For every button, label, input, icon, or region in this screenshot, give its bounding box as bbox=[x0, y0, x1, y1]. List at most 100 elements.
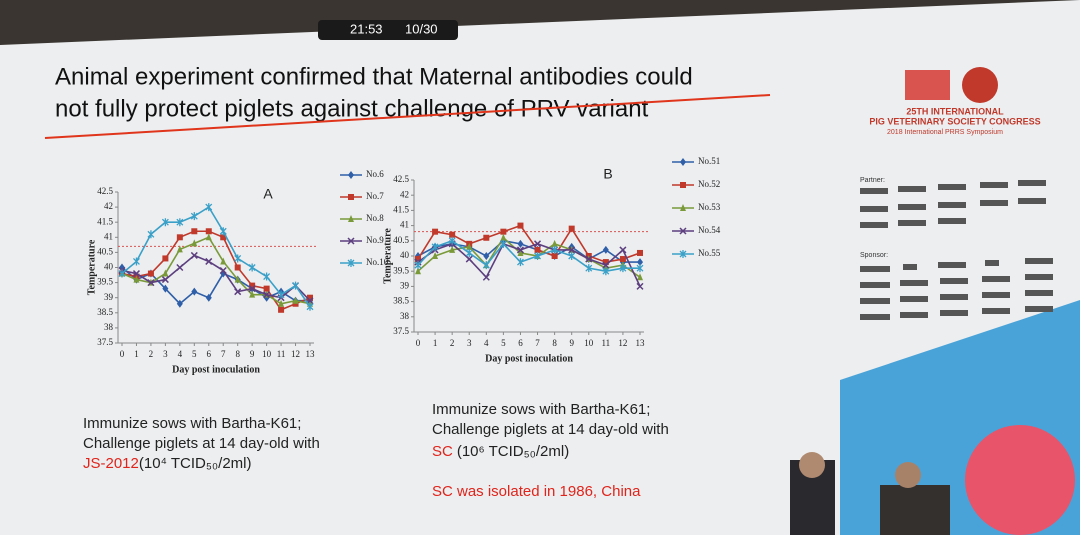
partner-label: Partner: bbox=[860, 177, 885, 184]
person bbox=[799, 452, 825, 478]
legend-marker bbox=[347, 259, 355, 267]
caption: JS-2012(10⁴ TCID₅₀/2ml) bbox=[83, 455, 252, 472]
x-tick-label: 13 bbox=[306, 349, 316, 359]
marker bbox=[415, 256, 421, 263]
marker bbox=[637, 273, 643, 281]
marker bbox=[234, 288, 242, 296]
x-tick-label: 5 bbox=[192, 349, 197, 359]
marker bbox=[534, 240, 542, 248]
marker bbox=[636, 282, 644, 290]
y-axis-label: Temperature bbox=[86, 239, 97, 295]
caption: Challenge piglets at 14 day-old with bbox=[432, 421, 669, 438]
marker bbox=[534, 246, 541, 253]
legend-label: No.51 bbox=[698, 156, 720, 166]
x-tick-label: 12 bbox=[291, 349, 300, 359]
marker bbox=[534, 252, 541, 260]
legend-marker bbox=[679, 250, 687, 258]
y-tick-label: 38.5 bbox=[393, 296, 409, 306]
y-axis-label: Temperature bbox=[382, 228, 393, 284]
y-tick-label: 39 bbox=[400, 280, 410, 290]
marker bbox=[292, 300, 299, 307]
x-tick-label: 10 bbox=[584, 338, 594, 348]
y-tick-label: 37.5 bbox=[97, 337, 113, 347]
legend-label: No.55 bbox=[698, 248, 721, 258]
marker bbox=[432, 252, 439, 259]
marker bbox=[500, 233, 507, 241]
x-tick-label: 8 bbox=[235, 349, 240, 359]
marker bbox=[205, 203, 213, 212]
marker bbox=[176, 245, 183, 253]
marker bbox=[568, 225, 575, 232]
x-tick-label: 3 bbox=[467, 338, 472, 348]
marker bbox=[517, 222, 524, 229]
y-tick-label: 38 bbox=[400, 311, 410, 321]
x-tick-label: 2 bbox=[149, 349, 154, 359]
slide-title: Animal experiment confirmed that Materna… bbox=[55, 63, 693, 90]
y-tick-label: 42 bbox=[400, 189, 409, 199]
marker bbox=[602, 267, 610, 276]
marker bbox=[619, 264, 627, 273]
marker bbox=[465, 255, 473, 263]
legend-marker bbox=[679, 227, 687, 235]
strain: JS-2012 bbox=[83, 455, 139, 472]
marker bbox=[619, 256, 626, 263]
y-tick-label: 41 bbox=[104, 231, 113, 241]
legend-label: No.8 bbox=[366, 213, 384, 223]
dose: (10⁶ TCID₅₀/2ml) bbox=[457, 443, 569, 460]
x-tick-label: 6 bbox=[518, 338, 523, 348]
marker bbox=[205, 257, 213, 265]
marker bbox=[551, 245, 559, 254]
marker bbox=[306, 302, 314, 311]
marker bbox=[162, 284, 169, 293]
marker bbox=[483, 234, 490, 241]
legend-label: No.7 bbox=[366, 191, 384, 201]
marker bbox=[191, 239, 198, 247]
marker bbox=[278, 299, 285, 307]
dose: (10⁴ TCID₅₀/2ml) bbox=[139, 455, 252, 472]
x-tick-label: 7 bbox=[221, 349, 226, 359]
marker bbox=[517, 239, 524, 248]
marker bbox=[234, 254, 242, 263]
y-tick-label: 42.5 bbox=[97, 186, 113, 196]
congress: PIG VETERINARY SOCIETY CONGRESS bbox=[869, 116, 1040, 126]
marker bbox=[278, 306, 285, 313]
marker bbox=[176, 234, 183, 241]
symposium: 2018 International PRRS Symposium bbox=[887, 129, 1003, 136]
marker bbox=[277, 290, 285, 299]
marker bbox=[162, 255, 169, 262]
marker bbox=[585, 255, 593, 263]
marker bbox=[205, 233, 212, 241]
slide-title: not fully protect piglets against challe… bbox=[55, 95, 649, 122]
x-tick-label: 8 bbox=[552, 338, 557, 348]
sidebar-circle bbox=[965, 425, 1075, 535]
marker bbox=[551, 253, 558, 259]
marker bbox=[176, 263, 184, 272]
marker bbox=[602, 259, 609, 266]
legend-label: No.54 bbox=[698, 225, 721, 235]
y-tick-label: 41.5 bbox=[393, 204, 409, 214]
x-tick-label: 6 bbox=[207, 349, 212, 359]
marker bbox=[147, 230, 155, 239]
y-tick-label: 39.5 bbox=[393, 265, 409, 275]
marker bbox=[248, 285, 256, 293]
marker bbox=[249, 290, 256, 298]
x-tick-label: 2 bbox=[450, 338, 455, 348]
y-tick-label: 42 bbox=[104, 201, 113, 211]
y-tick-label: 39 bbox=[104, 292, 114, 302]
x-tick-label: 1 bbox=[134, 349, 139, 359]
series bbox=[118, 203, 314, 311]
x-tick-label: 11 bbox=[277, 349, 286, 359]
marker bbox=[219, 266, 227, 275]
x-tick-label: 3 bbox=[163, 349, 168, 359]
x-tick-label: 9 bbox=[250, 349, 255, 359]
caption: Immunize sows with Bartha-K61; bbox=[432, 401, 650, 418]
marker bbox=[161, 276, 169, 284]
marker bbox=[133, 275, 140, 283]
x-tick-label: 5 bbox=[501, 338, 506, 348]
marker bbox=[585, 264, 593, 273]
marker bbox=[499, 239, 507, 248]
y-tick-label: 40 bbox=[400, 250, 410, 260]
marker bbox=[466, 242, 473, 250]
